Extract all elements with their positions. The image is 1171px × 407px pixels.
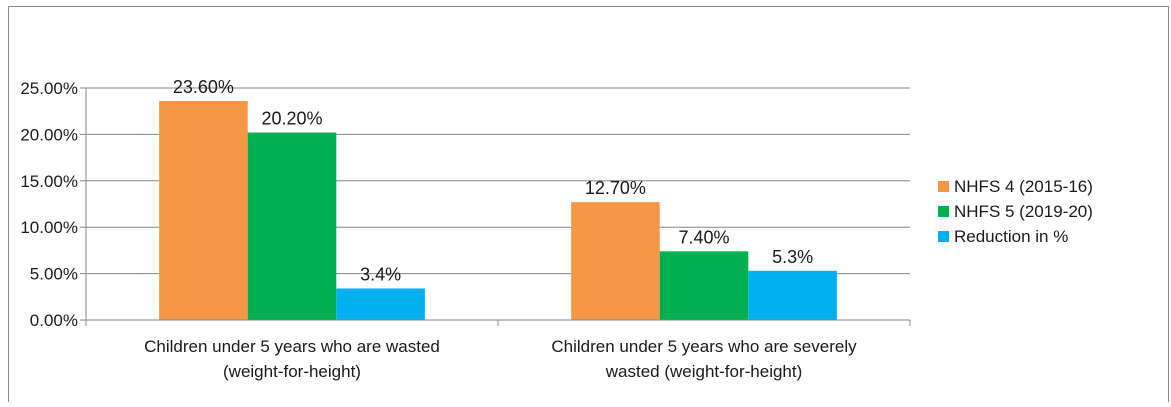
bar (159, 100, 248, 320)
y-tick-label: 5.00% (30, 265, 78, 284)
y-tick-label: 20.00% (20, 125, 78, 144)
x-tick-label: (weight-for-height) (223, 362, 361, 381)
bar (748, 270, 837, 320)
bars (159, 100, 837, 320)
legend-swatch (938, 181, 949, 192)
legend-label: NHFS 4 (2015-16) (954, 177, 1093, 196)
data-labels: 23.60% 20.20% 3.4% 12.70% 7.40% 5.3% (173, 77, 813, 284)
bar (247, 132, 337, 320)
y-tick-label: 25.00% (20, 79, 78, 98)
y-tick-label: 10.00% (20, 218, 78, 237)
chart-border (8, 6, 1169, 407)
bar (571, 202, 660, 320)
legend-label: Reduction in % (954, 227, 1068, 246)
data-label: 5.3% (772, 247, 813, 267)
y-tick-label: 15.00% (20, 172, 78, 191)
y-tick-label: 0.00% (30, 311, 78, 330)
x-tick-label: wasted (weight-for-height) (605, 362, 803, 381)
legend-swatch (938, 206, 949, 217)
axes: 0.00% 5.00% 10.00% 15.00% 20.00% 25.00% Childr… (20, 79, 911, 381)
x-tick-label: Children under 5 years who are severely (551, 337, 857, 356)
data-label: 23.60% (173, 77, 234, 97)
data-label: 20.20% (261, 109, 322, 129)
legend-swatch (938, 231, 949, 242)
data-label: 7.40% (678, 227, 729, 247)
bar (336, 288, 425, 320)
data-label: 3.4% (360, 264, 401, 284)
legend-label: NHFS 5 (2019-20) (954, 202, 1093, 221)
legend: NHFS 4 (2015-16) NHFS 5 (2019-20) Reductio… (938, 177, 1093, 246)
x-tick-label: Children under 5 years who are wasted (144, 337, 440, 356)
data-label: 12.70% (585, 178, 646, 198)
bar (659, 251, 749, 320)
